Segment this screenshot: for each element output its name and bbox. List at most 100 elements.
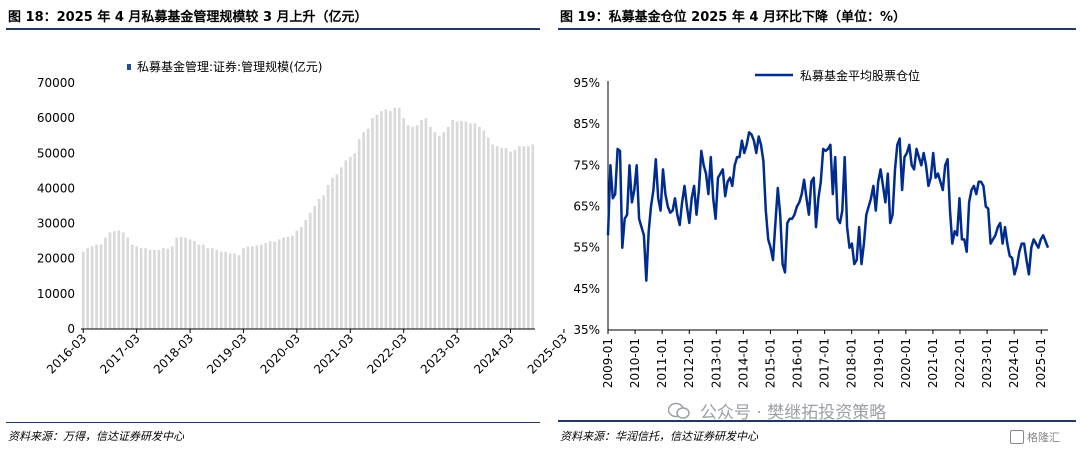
line-legend-label: 私募基金平均股票仓位 [800, 68, 920, 83]
line-y-tick-label: 45% [573, 282, 600, 296]
bar [424, 118, 428, 330]
line-x-tick-label: 2024-01 [1007, 338, 1021, 388]
line-x-tick-label: 2023-01 [980, 338, 994, 388]
bar [251, 246, 254, 329]
bar [429, 126, 432, 329]
bar-chart-y-axis: 0 10000 20000 30000 40000 50000 60000 70000 [37, 76, 75, 336]
bar [442, 132, 446, 329]
bar [473, 123, 477, 330]
line-x-tick-label: 2019-01 [872, 338, 886, 388]
bar-y-tick-label: 10000 [37, 287, 75, 301]
bar [500, 148, 503, 329]
bar [491, 144, 495, 329]
right-title-rule [558, 28, 1076, 30]
bar-y-tick-label: 60000 [37, 111, 75, 125]
bar [317, 198, 321, 329]
bar [255, 245, 259, 329]
bar [237, 255, 241, 329]
bar-y-tick-label: 20000 [37, 252, 75, 266]
bar [335, 174, 339, 329]
right-source-rule [558, 420, 1076, 422]
bar [148, 249, 152, 329]
bar-legend-label: 私募基金管理:证券:管理规模(亿元) [137, 59, 322, 74]
bar [81, 251, 85, 329]
bar [179, 236, 183, 329]
bar-y-tick-label: 50000 [37, 146, 75, 160]
bar [295, 230, 299, 329]
left-chart-title: 图 18：2025 年 4 月私募基金管理规模较 3 月上升（亿元） [8, 10, 368, 25]
bar [362, 132, 365, 329]
line-chart-legend: 私募基金平均股票仓位 [755, 68, 920, 83]
bar [277, 239, 281, 329]
bar [219, 251, 223, 329]
bar [273, 241, 276, 329]
line-x-tick-label: 2017-01 [818, 338, 832, 388]
bar [228, 253, 232, 329]
line-x-tick-label: 2016-01 [791, 338, 805, 388]
line-series-path [606, 131, 1050, 282]
bar [144, 248, 147, 329]
bar [357, 139, 361, 329]
bar [108, 232, 112, 329]
line-x-tick-label: 2025-01 [1034, 338, 1048, 388]
bar [95, 244, 98, 329]
bar [206, 248, 210, 329]
line-y-tick-label: 85% [573, 117, 600, 131]
bar [340, 167, 343, 329]
wechat-icon [667, 402, 690, 420]
bar [313, 206, 317, 329]
line-x-tick-label: 2022-01 [953, 338, 967, 388]
bar [175, 237, 179, 329]
line-y-tick-label: 35% [573, 323, 600, 337]
bar [482, 130, 486, 329]
bar [126, 237, 130, 329]
bar [104, 237, 107, 329]
bar [389, 111, 392, 329]
bar [233, 253, 236, 329]
line-y-tick-label: 65% [573, 200, 600, 214]
bar [117, 230, 121, 329]
bar [380, 111, 383, 329]
badge-icon [1010, 430, 1024, 444]
bar [188, 239, 192, 329]
bar [153, 249, 156, 329]
bar [322, 195, 325, 329]
bar-chart: 私募基金管理:证券:管理规模(亿元) 0 10000 20000 30000 40000… [37, 59, 570, 377]
line-x-tick-label: 2015-01 [763, 338, 777, 388]
bar [486, 137, 490, 329]
bar-y-tick-label: 70000 [37, 76, 75, 90]
bar [344, 160, 348, 329]
bar-x-tick-label: 2016-03 [44, 331, 89, 376]
bar [464, 121, 468, 330]
bar-x-tick-label: 2018-03 [151, 331, 196, 376]
line-x-tick-label: 2013-01 [709, 338, 723, 388]
line-chart-x-axis: 2009-01 2010-01 2011-01 2012-01 2013-01 2014-… [601, 329, 1048, 388]
line-x-tick-label: 2009-01 [601, 338, 615, 388]
bar [420, 119, 423, 330]
bar [451, 119, 454, 330]
bar [210, 248, 214, 329]
bar [522, 146, 526, 329]
bar [130, 244, 134, 329]
bar [170, 246, 174, 329]
bar-y-tick-label: 30000 [37, 217, 75, 231]
bar [397, 107, 401, 329]
watermark: 公众号 · 樊继拓投资策略 [667, 398, 886, 423]
bar [202, 244, 205, 329]
bar [526, 146, 530, 329]
bar [437, 135, 441, 329]
bar [184, 237, 187, 329]
bar [268, 241, 272, 329]
bar [411, 126, 414, 329]
bar [157, 249, 161, 329]
bar [402, 118, 406, 330]
bar [264, 242, 268, 329]
bar-x-tick-label: 2023-03 [418, 331, 463, 376]
bar-x-tick-label: 2020-03 [258, 331, 303, 376]
bar [331, 177, 334, 329]
bar [197, 244, 201, 329]
line-x-tick-label: 2020-01 [899, 338, 913, 388]
bar [348, 156, 352, 329]
right-chart-title: 图 19：私募基金仓位 2025 年 4 月环比下降（单位：%） [560, 10, 906, 25]
line-x-tick-label: 2021-01 [926, 338, 940, 388]
